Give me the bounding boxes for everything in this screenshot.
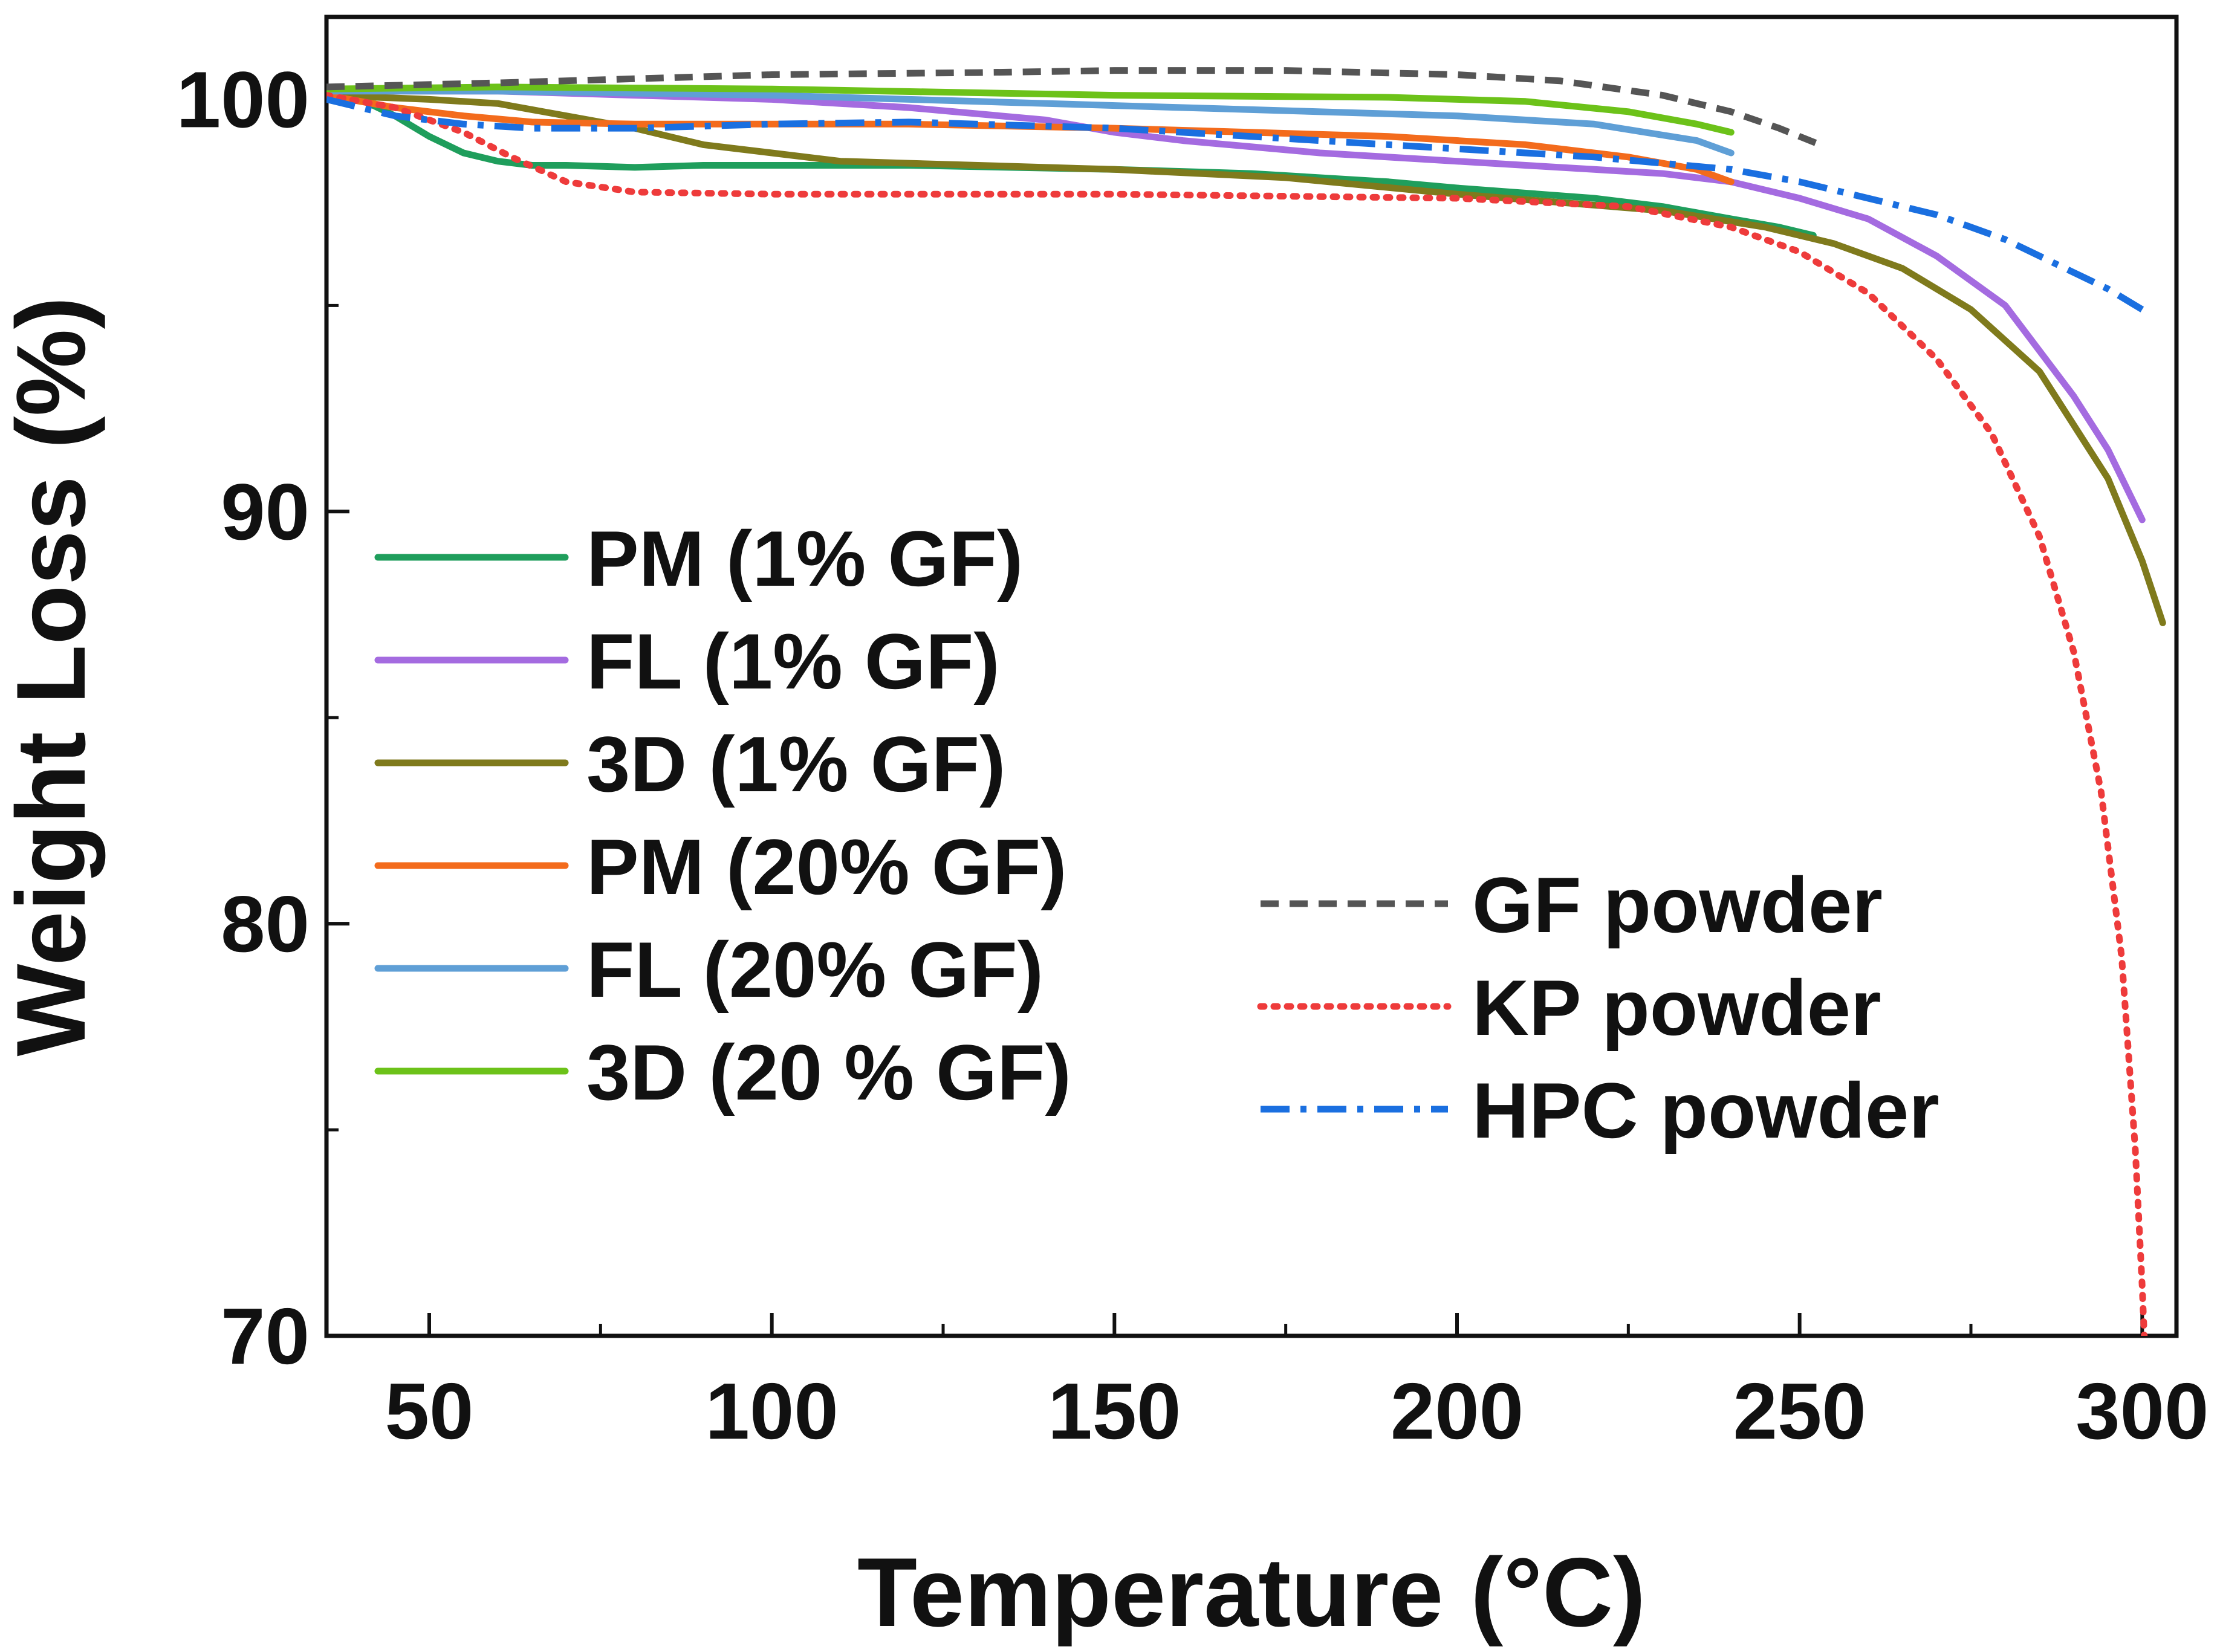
- series-line-6: [326, 83, 1735, 136]
- y-axis-ticks: [326, 97, 349, 1338]
- legend-label-7: GF powder: [1472, 861, 1883, 949]
- series-line-5: [326, 88, 1735, 157]
- legend-label-4: PM (20% GF): [586, 823, 1067, 911]
- legend-label-1: PM (1% GF): [586, 514, 1023, 603]
- series-line-8: [326, 92, 2148, 1336]
- series-layer: [326, 67, 2166, 1336]
- x-tick-label: 50: [385, 1367, 474, 1456]
- plot-frame: [324, 15, 2179, 1338]
- y-axis-tick-labels: 70 80 90 100: [177, 55, 310, 1381]
- series-line-7: [326, 67, 1822, 148]
- series-line-1: [326, 88, 1817, 239]
- x-tick-label: 150: [1048, 1367, 1181, 1456]
- x-axis-ticks: [427, 1313, 2144, 1336]
- legend-label-9: HPC powder: [1472, 1066, 1939, 1155]
- y-tick-label: 70: [221, 1292, 310, 1381]
- x-tick-label: 250: [1733, 1367, 1866, 1456]
- x-axis-tick-labels: 50 100 150 200 250 300: [385, 1367, 2209, 1456]
- x-axis-title: Temperature (°C): [857, 1538, 1646, 1647]
- legend-right: GF powder KP powder HPC powder: [1257, 861, 1939, 1155]
- legend-label-8: KP powder: [1472, 964, 1881, 1052]
- y-tick-label: 100: [177, 55, 310, 144]
- x-tick-label: 300: [2076, 1367, 2209, 1456]
- legend-left: PM (1% GF) FL (1% GF) 3D (1% GF) PM (20% GF…: [374, 514, 1071, 1116]
- x-tick-label: 100: [706, 1367, 839, 1456]
- legend-label-6: 3D (20 % GF): [586, 1028, 1071, 1116]
- legend-label-5: FL (20% GF): [586, 925, 1043, 1014]
- y-axis-title: Weight Loss (%): [0, 296, 106, 1056]
- legend-label-2: FL (1% GF): [586, 617, 1000, 705]
- legend-label-3: 3D (1% GF): [586, 720, 1005, 808]
- x-tick-label: 200: [1391, 1367, 1524, 1456]
- series-line-9: [326, 96, 2144, 313]
- y-tick-label: 80: [221, 879, 310, 968]
- y-tick-label: 90: [221, 467, 310, 556]
- series-line-2: [326, 88, 2146, 523]
